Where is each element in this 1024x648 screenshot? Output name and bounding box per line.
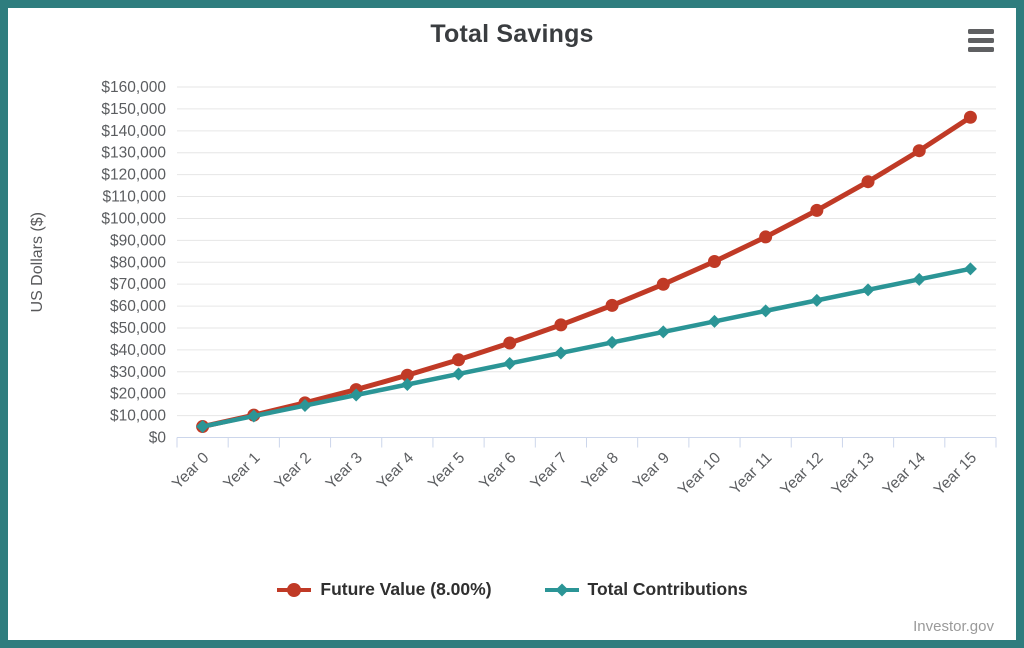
data-point[interactable] xyxy=(810,203,824,217)
data-point[interactable] xyxy=(605,335,619,349)
chart-legend: Future Value (8.00%) Total Contributions xyxy=(8,579,1016,600)
chart-title: Total Savings xyxy=(430,20,594,48)
x-tick-label: Year 13 xyxy=(828,449,877,498)
data-point[interactable] xyxy=(605,298,619,312)
investor-gov-credit: Investor.gov xyxy=(913,618,994,635)
y-tick-label: $50,000 xyxy=(110,320,166,337)
y-tick-label: $20,000 xyxy=(110,386,166,403)
data-point[interactable] xyxy=(400,377,414,391)
data-point[interactable] xyxy=(912,144,926,158)
x-tick-label: Year 5 xyxy=(425,449,468,492)
y-tick-label: $110,000 xyxy=(103,189,167,206)
y-tick-label: $40,000 xyxy=(110,342,166,359)
y-axis-title: US Dollars ($) xyxy=(29,212,46,312)
hamburger-menu-icon[interactable] xyxy=(968,29,994,52)
y-tick-label: $90,000 xyxy=(110,232,166,249)
data-point[interactable] xyxy=(298,399,312,413)
x-tick-label: Year 1 xyxy=(220,449,263,492)
data-point[interactable] xyxy=(452,367,466,381)
data-point[interactable] xyxy=(196,420,210,434)
data-point[interactable] xyxy=(861,175,875,189)
y-tick-label: $30,000 xyxy=(110,364,166,381)
x-tick-label: Year 15 xyxy=(931,449,980,498)
x-tick-label: Year 9 xyxy=(630,449,673,492)
data-point[interactable] xyxy=(656,277,670,291)
series-line-0 xyxy=(200,114,973,430)
x-tick-label: Year 3 xyxy=(323,449,366,492)
y-tick-label: $150,000 xyxy=(101,101,166,118)
data-point[interactable] xyxy=(912,272,926,286)
legend-item-future-value[interactable]: Future Value (8.00%) xyxy=(276,579,492,600)
x-tick-label: Year 4 xyxy=(374,449,418,493)
data-point[interactable] xyxy=(554,346,568,360)
y-tick-label: $80,000 xyxy=(110,254,166,271)
y-tick-label: $130,000 xyxy=(101,145,166,162)
data-point[interactable] xyxy=(759,230,773,244)
x-tick-label: Year 0 xyxy=(169,449,213,493)
x-tick-label: Year 7 xyxy=(527,449,570,492)
data-point[interactable] xyxy=(810,293,824,307)
data-point[interactable] xyxy=(861,283,875,297)
x-tick-label: Year 6 xyxy=(476,449,519,492)
hamburger-bar xyxy=(968,47,994,52)
y-tick-label: $60,000 xyxy=(110,298,166,315)
future-value-marker-icon xyxy=(277,582,312,597)
x-tick-label: Year 12 xyxy=(777,449,826,498)
x-tick-label: Year 11 xyxy=(727,449,776,498)
y-tick-label: $140,000 xyxy=(101,123,166,140)
data-point[interactable] xyxy=(759,304,773,318)
data-point[interactable] xyxy=(656,325,670,339)
hamburger-bar xyxy=(968,38,994,43)
data-point[interactable] xyxy=(707,314,721,328)
y-tick-label: $70,000 xyxy=(110,276,166,293)
data-point[interactable] xyxy=(963,110,977,124)
y-tick-label: $160,000 xyxy=(101,79,166,96)
y-tick-label: $0 xyxy=(149,430,167,447)
x-tick-label: Year 2 xyxy=(271,449,314,492)
y-tick-label: $100,000 xyxy=(101,210,166,227)
legend-label-future-value: Future Value (8.00%) xyxy=(320,579,492,599)
x-tick-label: Year 10 xyxy=(675,449,725,499)
data-point[interactable] xyxy=(503,336,517,350)
y-tick-label: $120,000 xyxy=(101,167,166,184)
hamburger-bar xyxy=(968,29,994,34)
data-point[interactable] xyxy=(247,409,261,423)
data-point[interactable] xyxy=(400,368,414,382)
legend-label-total-contributions: Total Contributions xyxy=(587,579,748,599)
data-point[interactable] xyxy=(452,353,466,367)
data-point[interactable] xyxy=(349,388,363,402)
x-tick-label: Year 8 xyxy=(579,449,622,492)
data-point[interactable] xyxy=(503,356,517,370)
total-savings-chart[interactable]: $0 $10,000 $20,000 $30,000 $40,000 $50,000 $60… xyxy=(8,60,1016,538)
series-line-1 xyxy=(200,266,973,429)
legend-item-total-contributions[interactable]: Total Contributions xyxy=(544,579,748,600)
y-tick-label: $10,000 xyxy=(110,408,166,425)
data-point[interactable] xyxy=(963,262,977,276)
data-point[interactable] xyxy=(707,255,721,269)
x-tick-label: Year 14 xyxy=(880,449,930,499)
data-point[interactable] xyxy=(554,318,568,332)
total-contributions-marker-icon xyxy=(544,583,579,596)
